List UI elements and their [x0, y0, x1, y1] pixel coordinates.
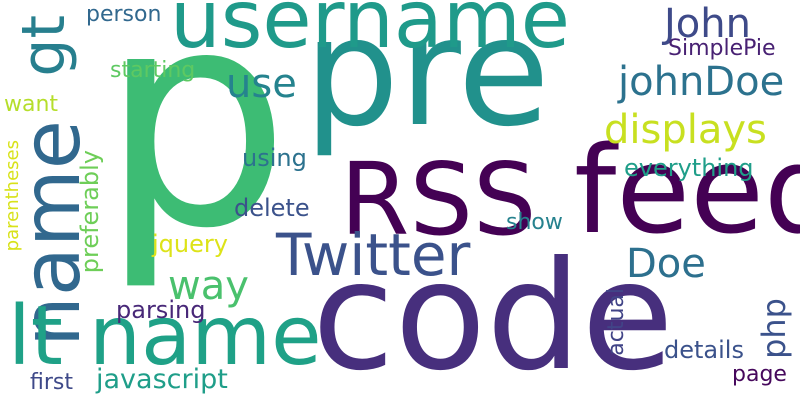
word-use: use [226, 61, 297, 107]
word-using: using [242, 144, 307, 172]
word-p: p [100, 0, 291, 294]
word-simplepie: SimplePie [668, 36, 776, 61]
word-gt: gt [9, 15, 79, 77]
word-details: details [664, 336, 744, 364]
word-want: want [4, 92, 59, 117]
word-username: username [170, 0, 570, 66]
word-lt-name: lt name [8, 289, 322, 384]
word-way: way [168, 263, 249, 309]
word-preferably: preferably [76, 150, 104, 274]
word-johndoe: johnDoe [618, 59, 785, 105]
word-doe: Doe [626, 241, 706, 287]
word-javascript: javascript [96, 364, 228, 395]
word-parsing: parsing [116, 296, 206, 324]
word-john: John [664, 1, 751, 47]
word-person: person [86, 2, 162, 27]
word-code: code [312, 230, 674, 400]
word-php: php [755, 298, 793, 359]
word-twitter: Twitter [276, 221, 471, 289]
word-page: page [732, 362, 787, 387]
word-feed: feed [574, 122, 800, 261]
word-rss: RSS [340, 141, 537, 258]
word-displays: displays [604, 107, 767, 153]
word-starting: starting [110, 58, 196, 83]
word-delete: delete [234, 194, 310, 222]
word-everything: everything [624, 154, 754, 182]
word-jquery: jquery [152, 230, 228, 258]
word-actual: actual [604, 288, 629, 356]
word-first: first [30, 370, 73, 395]
word-show: show [506, 210, 563, 235]
word-parentheses: parentheses [2, 140, 23, 252]
word-pre: pre [304, 0, 550, 160]
